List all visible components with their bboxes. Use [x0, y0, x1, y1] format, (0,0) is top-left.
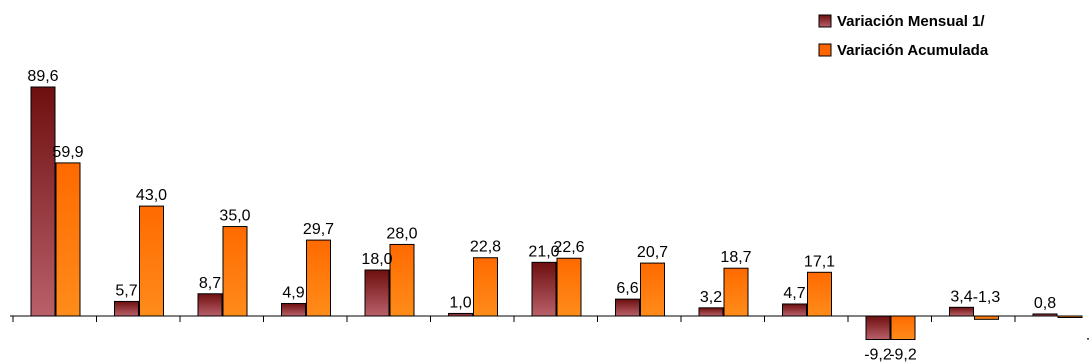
- bar-acumulada: [807, 271, 832, 317]
- label-mensual: 1,0: [449, 294, 471, 311]
- bar-acumulada: [640, 262, 665, 317]
- label-mensual: 18,0: [361, 251, 392, 268]
- label-mensual: 0,8: [1034, 295, 1056, 312]
- label-acumulada: 22,8: [470, 239, 501, 256]
- legend-swatch-acumulada: [818, 43, 832, 57]
- label-acumulada: 28,0: [386, 225, 417, 242]
- legend: Variación Mensual 1/ Variación Acumulada: [818, 13, 989, 59]
- label-acumulada: -0,3: [1086, 330, 1089, 347]
- x-axis-ticks: [12, 316, 1016, 322]
- data-labels: 89,6 5,7 8,7 4,9 18,0 1,0 21,0 6,6 3,2 4,7 -9,2 3,4…: [27, 68, 1089, 363]
- legend-label-acumulada: Variación Acumulada: [837, 42, 989, 59]
- label-mensual: 3,2: [700, 289, 722, 306]
- label-mensual: 4,7: [783, 285, 805, 302]
- label-mensual: 5,7: [115, 282, 137, 299]
- label-mensual: 21,0: [528, 243, 559, 260]
- label-acumulada: 59,9: [52, 144, 83, 161]
- label-acumulada: 22,6: [553, 239, 584, 256]
- bars-group: [30, 86, 1083, 341]
- bar-mensual: [197, 293, 223, 317]
- bar-acumulada: [139, 205, 164, 317]
- label-acumulada: -9,2: [889, 347, 917, 363]
- label-mensual: 8,7: [199, 275, 221, 292]
- label-mensual: 6,6: [616, 280, 638, 297]
- bar-acumulada: [389, 243, 415, 317]
- bar-acumulada: [473, 257, 498, 317]
- bar-mensual: [782, 303, 807, 317]
- label-mensual: 3,4: [950, 288, 972, 305]
- bar-mensual: [30, 86, 56, 317]
- legend-label-mensual: Variación Mensual 1/: [837, 13, 985, 30]
- bar-mensual: [698, 307, 724, 317]
- label-acumulada: 18,7: [720, 249, 751, 266]
- label-acumulada: 35,0: [219, 208, 250, 225]
- label-acumulada: 20,7: [637, 244, 668, 261]
- bar-mensual: [865, 315, 891, 341]
- label-acumulada: -1,3: [973, 289, 1001, 306]
- bar-acumulada: [55, 162, 81, 317]
- label-acumulada: 17,1: [804, 253, 835, 270]
- bar-acumulada: [723, 267, 749, 317]
- bar-acumulada: [556, 257, 582, 317]
- label-acumulada: 43,0: [136, 187, 167, 204]
- bar-mensual: [615, 298, 640, 317]
- label-mensual: 4,9: [282, 284, 304, 301]
- bar-acumulada: [306, 239, 331, 317]
- label-mensual: 89,6: [27, 68, 58, 85]
- bar-mensual: [114, 300, 139, 317]
- label-mensual: -9,2: [864, 347, 892, 363]
- bar-acumulada: [890, 315, 916, 341]
- bar-mensual: [531, 261, 557, 317]
- bar-mensual: [281, 302, 306, 317]
- legend-swatch-mensual: [818, 14, 832, 28]
- label-acumulada: 29,7: [303, 221, 334, 238]
- bar-mensual: [364, 269, 390, 317]
- bar-mensual: [949, 306, 974, 317]
- bar-acumulada: [222, 226, 248, 317]
